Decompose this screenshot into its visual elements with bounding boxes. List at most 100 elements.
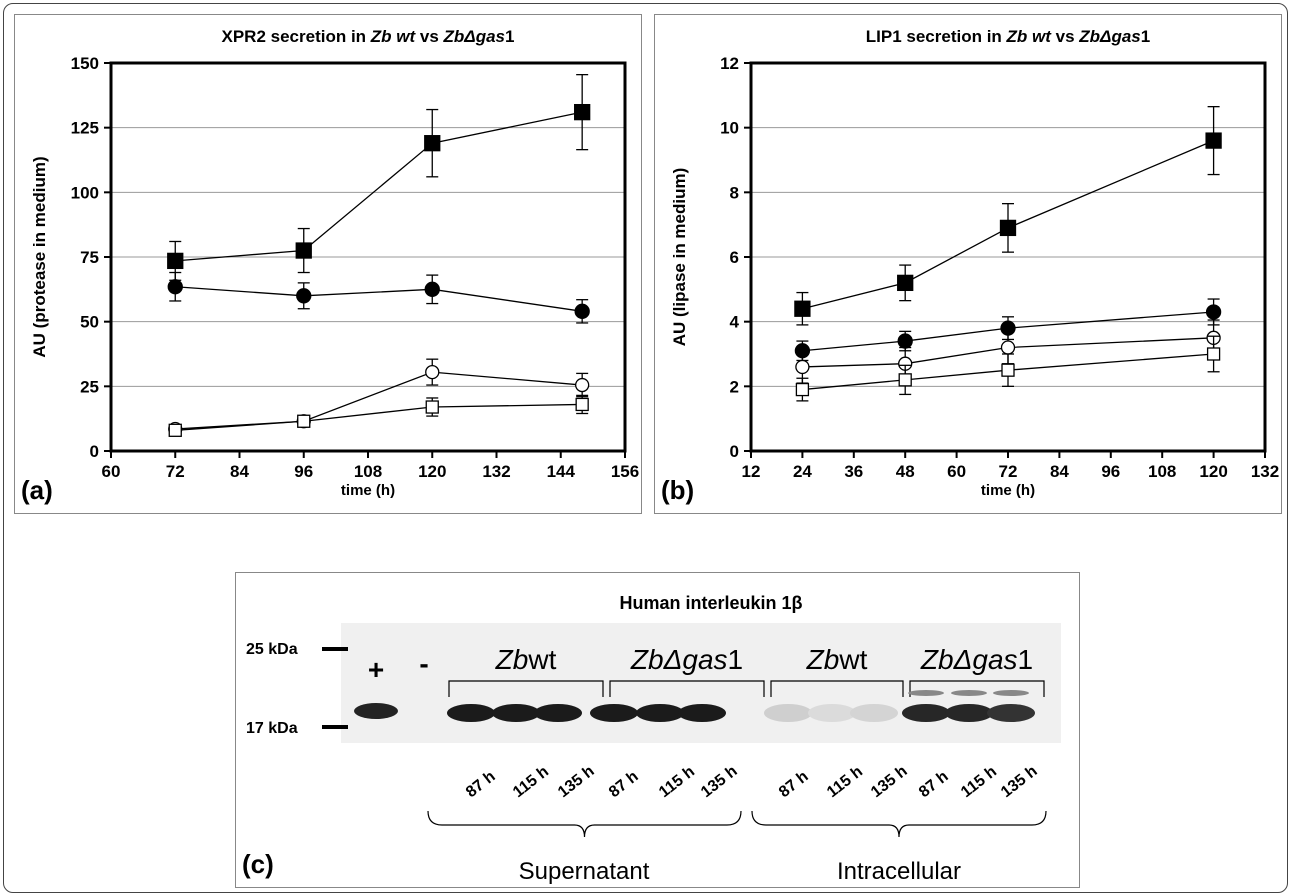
- lane-band: [945, 704, 993, 722]
- blot-membrane: [341, 623, 1061, 743]
- title-part: XPR2 secretion in: [222, 27, 371, 46]
- marker-25kda: 25 kDa: [246, 641, 298, 658]
- group-strain: Zb: [495, 644, 529, 675]
- x-tick-label: 60: [102, 462, 121, 481]
- lane-band: [534, 704, 582, 722]
- x-tick-label: 84: [230, 462, 249, 481]
- data-point: [897, 274, 914, 292]
- x-tick-label: 24: [793, 462, 812, 481]
- panel-label: (a): [21, 475, 53, 505]
- data-point: [575, 377, 590, 393]
- intracellular-brace: [751, 810, 1047, 838]
- series-line: [175, 371, 583, 430]
- x-tick-label: 84: [1050, 462, 1069, 481]
- panel-a: XPR2 secretion in Zb wt vs ZbΔgas1 0 25 50 7…: [14, 14, 642, 514]
- y-tick-label: 2: [730, 377, 739, 396]
- lane-label: 87 h: [463, 768, 499, 801]
- panel-label: (b): [661, 475, 694, 505]
- data-point: [574, 103, 591, 121]
- y-tick-label: 8: [730, 183, 739, 202]
- group-bracket: [448, 680, 604, 697]
- x-tick-label: 36: [844, 462, 863, 481]
- lane-band: [678, 704, 726, 722]
- negative-control-label: -: [419, 648, 428, 679]
- lane-label: 87 h: [776, 768, 812, 801]
- x-tick-label: 60: [947, 462, 966, 481]
- lane-band: [764, 704, 812, 722]
- series-line: [802, 311, 1214, 352]
- x-tick-label: 132: [1251, 462, 1279, 481]
- title-part: vs: [1051, 27, 1079, 46]
- lane-label: 87 h: [916, 768, 952, 801]
- y-tick-label: 125: [71, 119, 99, 138]
- lane-band: [492, 704, 540, 722]
- x-tick-label: 48: [896, 462, 915, 481]
- x-axis-label: time (h): [341, 482, 395, 499]
- data-point: [897, 333, 913, 349]
- group-suffix: wt: [527, 644, 556, 675]
- supernatant-brace: [427, 810, 742, 838]
- data-point: [898, 373, 912, 387]
- group-suffix: 1: [1018, 644, 1034, 675]
- group-bracket: [609, 680, 765, 697]
- x-tick-label: 96: [294, 462, 313, 481]
- data-point: [424, 281, 440, 297]
- upper-band: [993, 690, 1029, 696]
- x-tick-label: 108: [354, 462, 382, 481]
- x-tick-label: 144: [547, 462, 576, 481]
- data-point: [1000, 340, 1016, 355]
- lane-label: 135 h: [998, 763, 1041, 802]
- group-strain: ZbΔgas: [920, 644, 1018, 675]
- title-part: vs: [415, 27, 443, 46]
- group-label: ZbΔgas1: [920, 644, 1033, 675]
- group-bracket: [770, 680, 904, 697]
- data-point: [296, 288, 312, 304]
- chart-title: LIP1 secretion in Zb wt vs ZbΔgas1: [866, 27, 1150, 46]
- series-line: [175, 403, 583, 431]
- y-tick-label: 150: [71, 54, 99, 73]
- series-line: [802, 353, 1214, 391]
- lane-band: [902, 704, 950, 722]
- group-strain: ZbΔgas: [630, 644, 728, 675]
- panel-label-c: (c): [242, 849, 274, 879]
- group-label: Zbwt: [806, 644, 868, 675]
- lane-label: 115 h: [824, 763, 866, 801]
- marker-17kda: 17 kDa: [246, 720, 298, 737]
- positive-control-band: [354, 703, 398, 719]
- lane-band: [808, 704, 856, 722]
- marker-17kda-line: [322, 725, 348, 729]
- title-part: Zb wt: [1006, 27, 1053, 46]
- y-tick-label: 6: [730, 248, 739, 267]
- lane-band: [987, 704, 1035, 722]
- blot-title: Human interleukin 1β: [619, 593, 802, 613]
- panel-c: Human interleukin 1β 25 kDa 17 kDa + - Zbwt Zb…: [235, 572, 1080, 888]
- y-tick-label: 50: [80, 313, 99, 332]
- x-tick-label: 108: [1148, 462, 1176, 481]
- group-label: Zbwt: [495, 644, 557, 675]
- data-point: [167, 279, 183, 295]
- y-tick-label: 0: [90, 442, 99, 461]
- group-suffix: wt: [838, 644, 867, 675]
- data-point: [1001, 363, 1015, 377]
- x-tick-label: 72: [999, 462, 1018, 481]
- data-point: [295, 242, 312, 259]
- panel-b: LIP1 secretion in Zb wt vs ZbΔgas1 0 2 4 6 8 1…: [654, 14, 1282, 514]
- group-bracket: [909, 680, 1045, 697]
- data-point: [795, 382, 810, 397]
- fraction-intracellular: Intracellular: [837, 858, 961, 885]
- y-tick-label: 12: [720, 54, 739, 73]
- x-tick-label: 96: [1101, 462, 1120, 481]
- y-tick-label: 4: [730, 313, 740, 332]
- title-part: LIP1 secretion in: [866, 27, 1007, 46]
- lane-band: [850, 704, 898, 722]
- data-point: [297, 414, 311, 428]
- lane-label: 115 h: [958, 763, 1000, 801]
- title-part: 1: [1141, 27, 1150, 46]
- data-point: [794, 300, 811, 317]
- x-tick-label: 120: [418, 462, 446, 481]
- lane-band: [590, 704, 638, 722]
- lane-label: 135 h: [698, 763, 741, 802]
- group-suffix: 1: [728, 644, 744, 675]
- chart-a-svg: XPR2 secretion in Zb wt vs ZbΔgas1 0 25 50 7…: [21, 27, 639, 505]
- group-label: ZbΔgas1: [630, 644, 743, 675]
